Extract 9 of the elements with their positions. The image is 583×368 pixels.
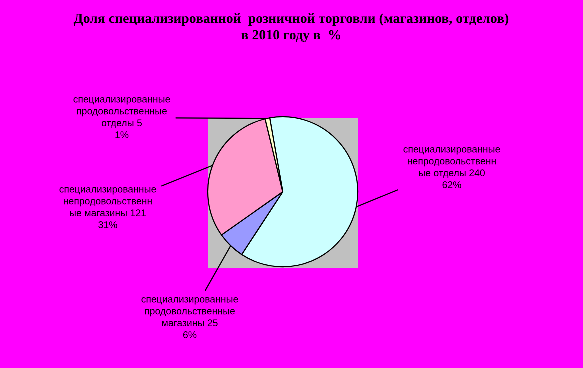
data-label: 1% [116, 132, 129, 138]
data-label: 6% [183, 332, 197, 338]
slice-label: специализированные продовольственные отделы 5 [74, 97, 170, 128]
slice-label: специализированные продовольственные магазины 25 [142, 297, 238, 327]
slice-label: специализированные непродовольственн ые магазины 121 [60, 187, 156, 217]
data-label: 31% [98, 222, 118, 228]
slice-label: специализированные непродовольственн ые отделы 240 [404, 147, 500, 178]
chart-title: Доля специализированной розничной торговли (магазинов, отделов) в 2010 году в % [74, 13, 509, 43]
data-label: 62% [442, 182, 462, 188]
